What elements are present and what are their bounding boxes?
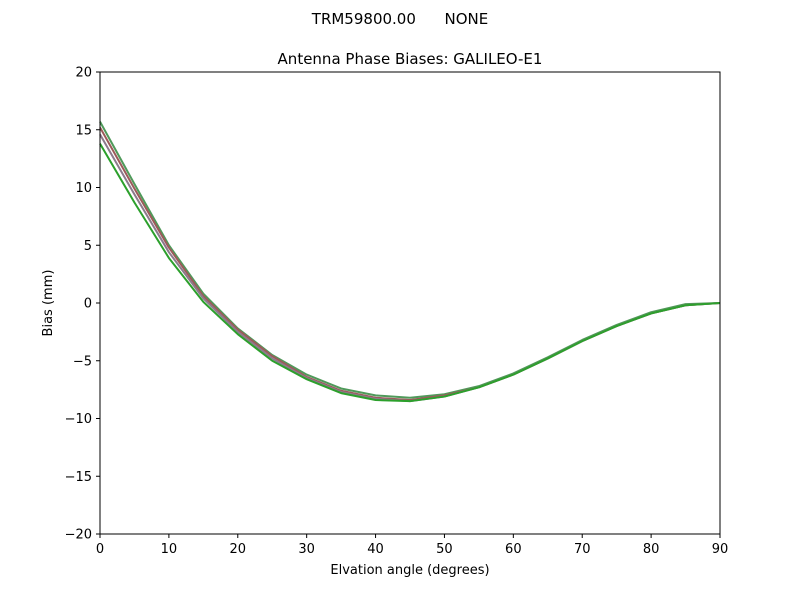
x-tick-label: 70 <box>574 542 591 557</box>
series-line-1 <box>99 121 721 399</box>
series-line-3 <box>99 133 721 403</box>
series-line-2 <box>99 126 721 402</box>
y-axis: 20 15 10 5 0 −5 −10 −15 −20 <box>65 66 100 543</box>
x-tick-label: 60 <box>505 542 522 557</box>
suptitle: TRM59800.00 NONE <box>311 10 488 28</box>
y-tick-label: −5 <box>73 354 92 369</box>
x-tick-label: 20 <box>230 542 247 557</box>
x-tick-label: 0 <box>96 542 104 557</box>
y-tick-label: −15 <box>65 470 92 485</box>
x-tick-label: 90 <box>712 542 729 557</box>
y-tick-label: −10 <box>65 412 92 427</box>
series-line-4 <box>99 143 721 403</box>
series-layer <box>99 121 721 403</box>
x-axis: 0 10 20 30 40 50 60 70 80 90 <box>96 534 728 557</box>
x-tick-label: 10 <box>161 542 178 557</box>
plot-frame <box>99 71 721 535</box>
y-tick-label: 0 <box>84 297 92 312</box>
y-tick-label: 15 <box>75 123 92 138</box>
x-tick-label: 30 <box>298 542 315 557</box>
x-tick-label: 50 <box>436 542 453 557</box>
x-tick-label: 40 <box>367 542 384 557</box>
x-tick-label: 80 <box>643 542 660 557</box>
y-axis-label: Bias (mm) <box>41 270 56 337</box>
x-axis-label: Elvation angle (degrees) <box>330 563 489 578</box>
y-tick-label: −20 <box>65 528 92 543</box>
y-tick-label: 10 <box>75 181 92 196</box>
y-tick-label: 5 <box>84 239 92 254</box>
chart-title: Antenna Phase Biases: GALILEO-E1 <box>278 50 543 68</box>
y-tick-label: 20 <box>75 66 92 81</box>
